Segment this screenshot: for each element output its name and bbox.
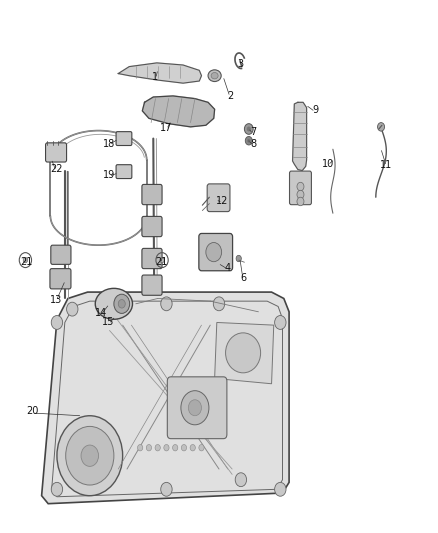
FancyBboxPatch shape — [142, 248, 162, 269]
FancyBboxPatch shape — [142, 275, 162, 295]
Text: 4: 4 — [225, 263, 231, 272]
Circle shape — [181, 391, 209, 425]
FancyBboxPatch shape — [116, 165, 132, 179]
FancyBboxPatch shape — [207, 184, 230, 212]
Circle shape — [297, 182, 304, 191]
Circle shape — [99, 297, 111, 311]
Circle shape — [67, 302, 78, 316]
Circle shape — [118, 300, 125, 308]
Circle shape — [161, 482, 172, 496]
Polygon shape — [42, 292, 289, 504]
Circle shape — [378, 123, 385, 131]
FancyBboxPatch shape — [50, 269, 71, 289]
FancyBboxPatch shape — [199, 233, 233, 271]
Text: 10: 10 — [321, 159, 334, 168]
FancyBboxPatch shape — [51, 245, 71, 264]
Circle shape — [57, 416, 123, 496]
FancyBboxPatch shape — [290, 171, 311, 205]
Circle shape — [275, 482, 286, 496]
Circle shape — [173, 445, 178, 451]
Circle shape — [81, 445, 99, 466]
Circle shape — [247, 139, 250, 142]
Circle shape — [188, 400, 201, 416]
Polygon shape — [142, 96, 215, 127]
FancyBboxPatch shape — [142, 184, 162, 205]
Circle shape — [213, 297, 225, 311]
Ellipse shape — [208, 70, 221, 82]
Polygon shape — [293, 102, 307, 171]
Text: 21: 21 — [155, 257, 167, 267]
Text: 3: 3 — [237, 59, 243, 69]
Text: 22: 22 — [50, 165, 62, 174]
Text: 1: 1 — [152, 72, 159, 82]
Circle shape — [160, 257, 164, 263]
Circle shape — [245, 136, 252, 145]
Circle shape — [66, 426, 114, 485]
Text: 13: 13 — [50, 295, 62, 304]
Circle shape — [161, 297, 172, 311]
Circle shape — [51, 316, 63, 329]
Circle shape — [164, 445, 169, 451]
Circle shape — [275, 316, 286, 329]
Circle shape — [235, 473, 247, 487]
Circle shape — [206, 243, 222, 262]
Circle shape — [114, 294, 130, 313]
Text: 9: 9 — [312, 106, 318, 115]
Text: 6: 6 — [240, 273, 246, 283]
Circle shape — [23, 257, 28, 263]
Circle shape — [244, 124, 253, 134]
Circle shape — [146, 445, 152, 451]
FancyBboxPatch shape — [167, 377, 227, 439]
Text: 19: 19 — [102, 170, 115, 180]
Text: 17: 17 — [160, 123, 173, 133]
Polygon shape — [215, 322, 274, 384]
Circle shape — [181, 445, 187, 451]
Text: 2: 2 — [227, 91, 233, 101]
Ellipse shape — [211, 72, 218, 79]
Ellipse shape — [95, 288, 132, 319]
Polygon shape — [118, 63, 201, 83]
FancyBboxPatch shape — [116, 132, 132, 146]
Circle shape — [138, 445, 143, 451]
Circle shape — [297, 190, 304, 199]
Circle shape — [247, 127, 251, 131]
FancyBboxPatch shape — [46, 143, 67, 162]
Text: 14: 14 — [95, 309, 107, 318]
Circle shape — [190, 445, 195, 451]
Text: 7: 7 — [250, 127, 256, 137]
Circle shape — [51, 482, 63, 496]
Circle shape — [199, 445, 204, 451]
Text: 12: 12 — [216, 197, 229, 206]
Text: 21: 21 — [20, 257, 32, 267]
Text: 11: 11 — [380, 160, 392, 170]
Circle shape — [236, 255, 241, 262]
Text: 20: 20 — [27, 407, 39, 416]
Text: 18: 18 — [102, 139, 115, 149]
Text: 8: 8 — [250, 139, 256, 149]
Circle shape — [155, 445, 160, 451]
Circle shape — [297, 197, 304, 206]
FancyBboxPatch shape — [142, 216, 162, 237]
Text: 15: 15 — [102, 318, 115, 327]
Ellipse shape — [226, 333, 261, 373]
